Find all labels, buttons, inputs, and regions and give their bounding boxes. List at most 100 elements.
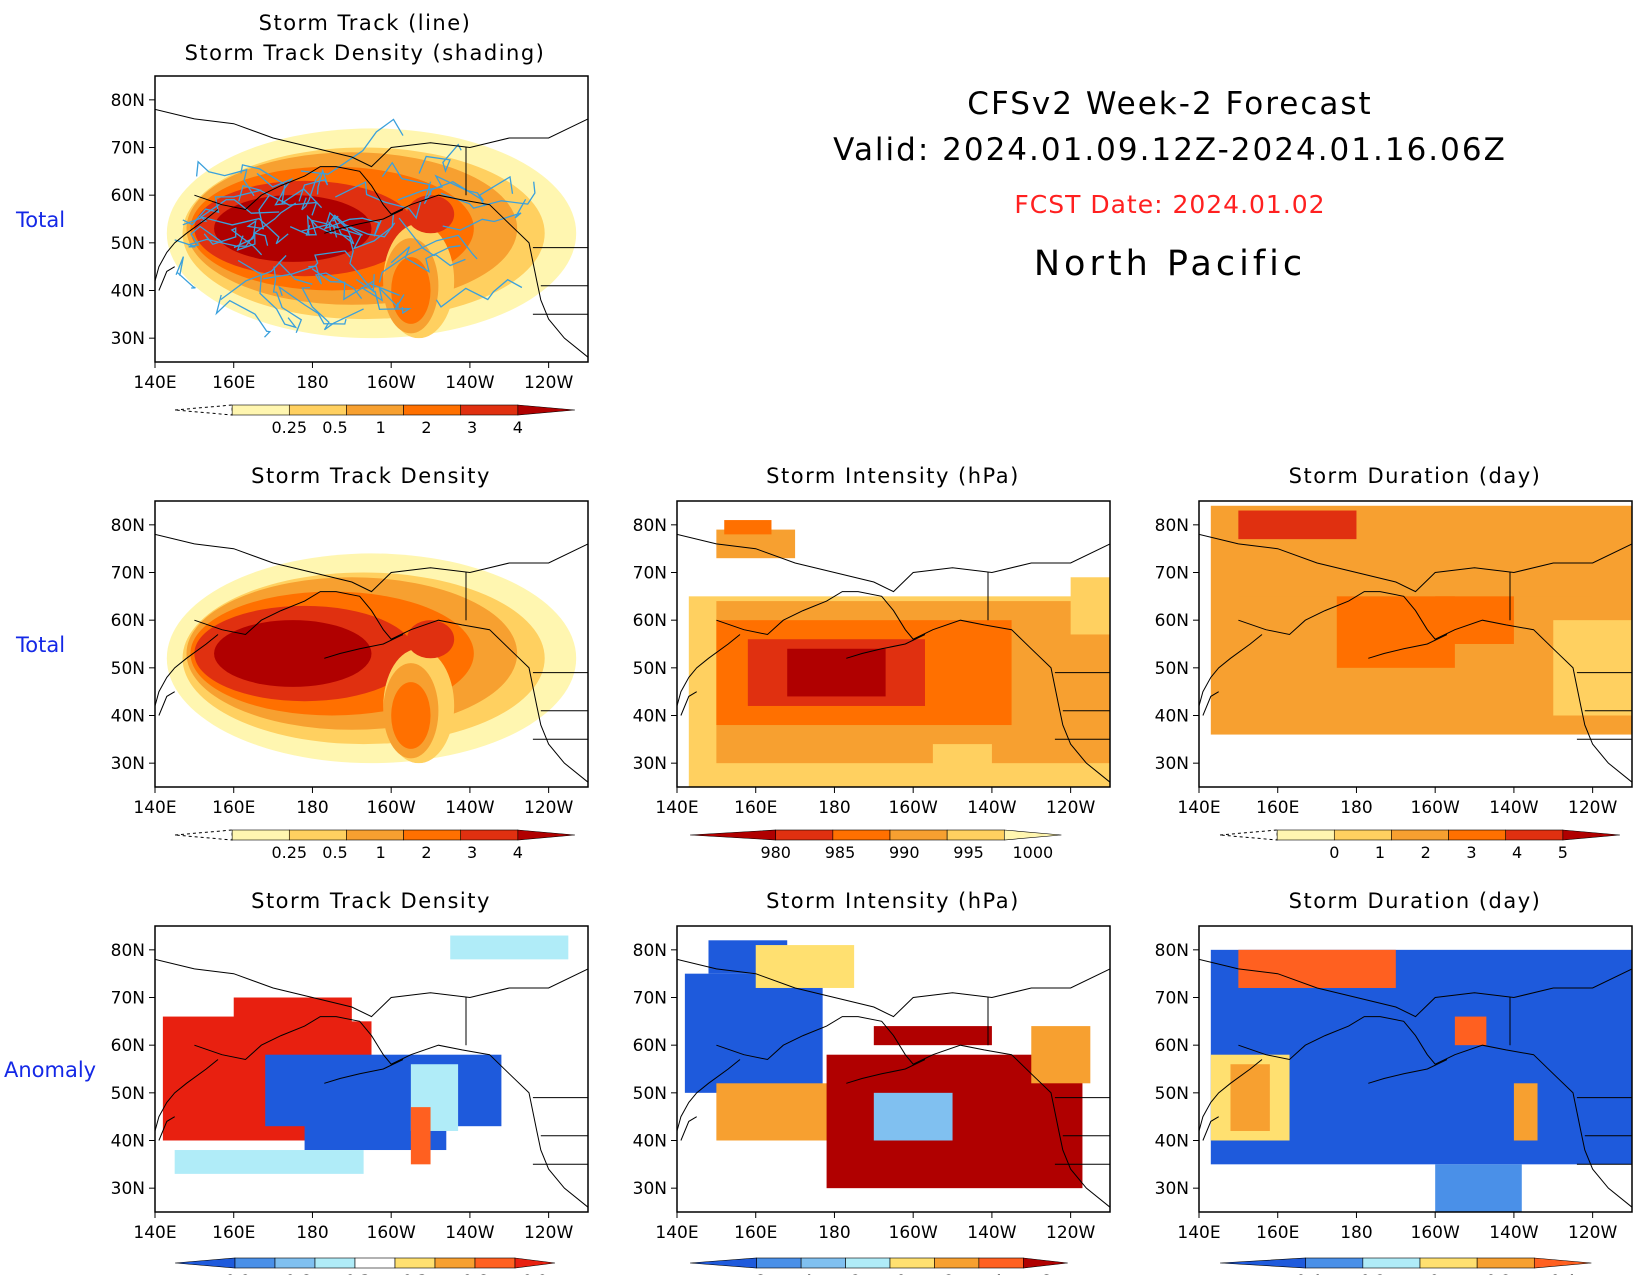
- y-tick-label: 50N: [1155, 659, 1189, 679]
- y-tick-label: 70N: [633, 989, 667, 1009]
- coastline: [155, 634, 219, 707]
- grid-cell-block: [1454, 1016, 1487, 1046]
- coastline: [1368, 634, 1448, 659]
- grid-cell-block: [1238, 510, 1357, 540]
- x-tick-label: 140W: [445, 373, 494, 393]
- x-tick-label: 120W: [1568, 798, 1617, 818]
- colorbar-label: 995: [953, 843, 984, 862]
- y-tick-label: 30N: [111, 329, 145, 349]
- y-tick-label: 50N: [111, 1084, 145, 1104]
- x-tick-label: 140E: [1177, 798, 1220, 818]
- coastline: [194, 591, 588, 783]
- colorbar-swatch: [346, 404, 404, 416]
- grid-cell-block: [450, 935, 569, 960]
- y-tick-label: 60N: [111, 186, 145, 206]
- colorbar-label: 1: [376, 418, 386, 437]
- x-tick-label: 140E: [133, 373, 176, 393]
- colorbar-label: 2: [944, 1271, 954, 1275]
- x-tick-label: 140W: [967, 1223, 1016, 1243]
- y-tick-label: 70N: [1155, 989, 1189, 1009]
- storm-track-line: [335, 181, 422, 220]
- x-tick-label: 160E: [212, 373, 255, 393]
- colorbar-anom-density: -0.9 -0.6 -0.3 0.3 0.6 0.9: [174, 1257, 556, 1275]
- storm-track-line: [442, 198, 527, 231]
- colorbar-label: 1000: [1012, 843, 1053, 862]
- x-tick-label: 180: [296, 1223, 328, 1243]
- x-tick-label: 160W: [889, 1223, 938, 1243]
- panel-title-intensity-anom: Storm Intensity (hPa): [766, 889, 1020, 913]
- x-tick-label: 140E: [655, 798, 698, 818]
- grid-cell-block: [1553, 620, 1632, 716]
- colorbar-label: 0.25: [271, 843, 307, 862]
- colorbar-swatch: [1476, 1257, 1535, 1269]
- colorbar-swatch: [231, 829, 290, 841]
- colorbar-swatch: [1023, 1257, 1068, 1269]
- colorbar-swatch: [274, 1257, 316, 1269]
- colorbar-swatch: [1562, 829, 1621, 841]
- panel-title-density-total: Storm Track Density: [251, 464, 491, 488]
- storm-track-line: [301, 173, 321, 211]
- y-tick-label: 70N: [111, 989, 145, 1009]
- storm-track-line: [187, 232, 269, 247]
- colorbar-swatch: [756, 1257, 802, 1269]
- grid-cell-block: [873, 1092, 953, 1141]
- colorbar-label: -0.4: [1290, 1271, 1321, 1275]
- colorbar-swatch: [1391, 829, 1449, 841]
- storm-track-line: [397, 174, 486, 207]
- y-tick-label: 70N: [633, 564, 667, 584]
- coastline: [1199, 533, 1632, 593]
- x-tick-label: 140W: [967, 798, 1016, 818]
- x-tick-label: 180: [1340, 798, 1372, 818]
- x-tick-label: 120W: [1046, 798, 1095, 818]
- storm-track-line: [233, 195, 270, 249]
- colorbar-label: -2: [845, 1271, 861, 1275]
- map-panel-density-anom: 140E 160E 180 160W 140W 120W 30N 40N 50N 60N 70N 80…: [111, 925, 589, 1243]
- colorbar-label: -0.3: [339, 1271, 370, 1275]
- x-tick-label: 140E: [655, 1223, 698, 1243]
- grid-cell-block: [755, 945, 855, 988]
- colorbar-swatch: [403, 404, 462, 416]
- panel-title-track-shading: Storm Track Density (shading): [184, 41, 546, 65]
- colorbar-label: 0.25: [271, 418, 307, 437]
- y-tick-label: 80N: [633, 941, 667, 961]
- grid-cell-block: [1238, 949, 1396, 988]
- coastline: [846, 1059, 926, 1084]
- coastline: [677, 634, 741, 707]
- coastline: [680, 1116, 697, 1141]
- region-name: North Pacific: [1033, 244, 1307, 284]
- map-panel-duration-anom: 140E 160E 180 160W 140W 120W 30N 40N 50N 60N 70N 80…: [1155, 925, 1633, 1243]
- row-label-total-1: Total: [16, 208, 66, 232]
- coastline: [1238, 1016, 1632, 1208]
- grid-cell-block: [716, 1083, 835, 1141]
- colorbar-density-top: 0.25 0.5 1 2 3 4: [174, 404, 576, 437]
- colorbar-swatch: [775, 829, 834, 841]
- storm-track-line: [332, 215, 363, 245]
- colorbar-label: 0: [1429, 1271, 1439, 1275]
- x-tick-label: 160E: [734, 1223, 777, 1243]
- map-frame: [154, 925, 589, 1213]
- y-tick-label: 30N: [111, 1179, 145, 1199]
- colorbar-label: 3: [467, 418, 477, 437]
- storm-track-line: [182, 216, 289, 245]
- coastline: [194, 166, 588, 358]
- colorbar-intensity-total: 980 985 990 995 1000: [689, 829, 1062, 862]
- storm-track-line: [182, 189, 262, 226]
- x-tick-label: 160W: [367, 373, 416, 393]
- colorbar-swatch: [934, 1257, 980, 1269]
- y-tick-label: 60N: [1155, 611, 1189, 631]
- storm-track-line: [203, 227, 263, 256]
- colorbar-swatch: [288, 829, 347, 841]
- y-tick-label: 60N: [111, 1036, 145, 1056]
- x-tick-label: 160E: [734, 798, 777, 818]
- colorbar-label: -0.2: [1354, 1271, 1385, 1275]
- coastline: [158, 266, 175, 291]
- y-tick-label: 50N: [1155, 1084, 1189, 1104]
- colorbar-label: 5: [1558, 843, 1568, 862]
- coastline: [1199, 958, 1632, 1018]
- storm-track-line: [220, 254, 313, 301]
- colorbar-label: 990: [889, 843, 920, 862]
- x-tick-label: 160W: [889, 798, 938, 818]
- panel-title-duration-anom: Storm Duration (day): [1288, 889, 1542, 913]
- storm-track-line: [174, 225, 223, 248]
- y-tick-label: 50N: [633, 1084, 667, 1104]
